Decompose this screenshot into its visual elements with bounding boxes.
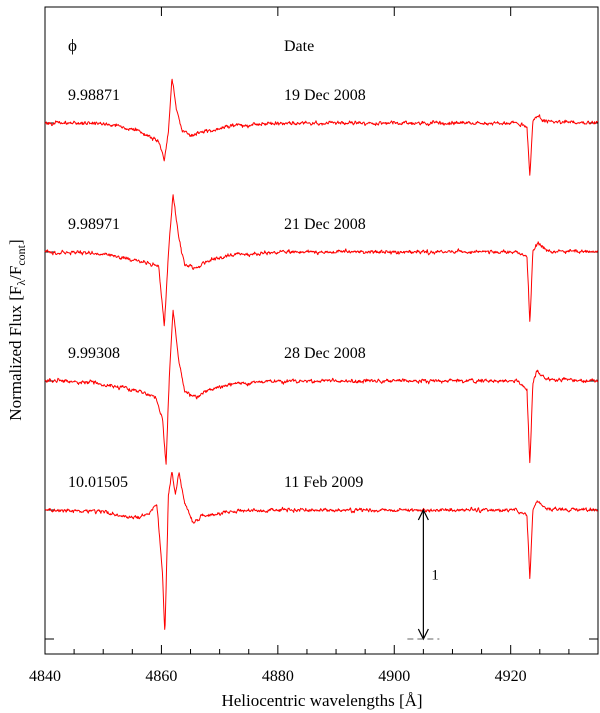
scale-bar: 1 (407, 508, 440, 641)
x-tick-label: 4840 (29, 668, 61, 685)
spectrum-phase-label: 9.99308 (68, 345, 120, 362)
plot-frame (44, 6, 599, 655)
spectrum-date-label: 28 Dec 2008 (284, 345, 366, 362)
spectrum-phase-label: 10.01505 (68, 474, 128, 491)
x-tick-label: 4900 (378, 668, 410, 685)
spectrum-line (44, 309, 599, 465)
date-header: Date (284, 38, 314, 55)
y-axis-label: Normalized Flux [Fλ/Fcont] (6, 239, 28, 420)
spectrum-line (44, 78, 599, 176)
spectrum-line (44, 472, 599, 630)
scale-bar-arrow-top (417, 508, 429, 521)
scale-bar-label: 1 (431, 568, 439, 584)
spectrum-line (44, 194, 599, 327)
spectrum-phase-label: 9.98971 (68, 216, 120, 233)
x-tick-label: 4860 (145, 668, 177, 685)
spectrum-phase-label: 9.98871 (68, 87, 120, 104)
spectra-lines (44, 78, 599, 630)
phase-header: ϕ (68, 36, 77, 55)
x-axis-label: Heliocentric wavelengths [Å] (221, 691, 422, 710)
x-tick-label: 4920 (495, 668, 527, 685)
x-axis-ticks: 4840 4860 4880 4900 4920 (29, 7, 598, 685)
spectrum-date-label: 21 Dec 2008 (284, 216, 366, 233)
spectrum-date-label: 19 Dec 2008 (284, 87, 366, 104)
x-tick-label: 4880 (262, 668, 294, 685)
spectrum-date-label: 11 Feb 2009 (284, 474, 363, 491)
spectrum-labels: 9.98871 19 Dec 2008 9.98971 21 Dec 2008 9.99… (68, 87, 366, 491)
